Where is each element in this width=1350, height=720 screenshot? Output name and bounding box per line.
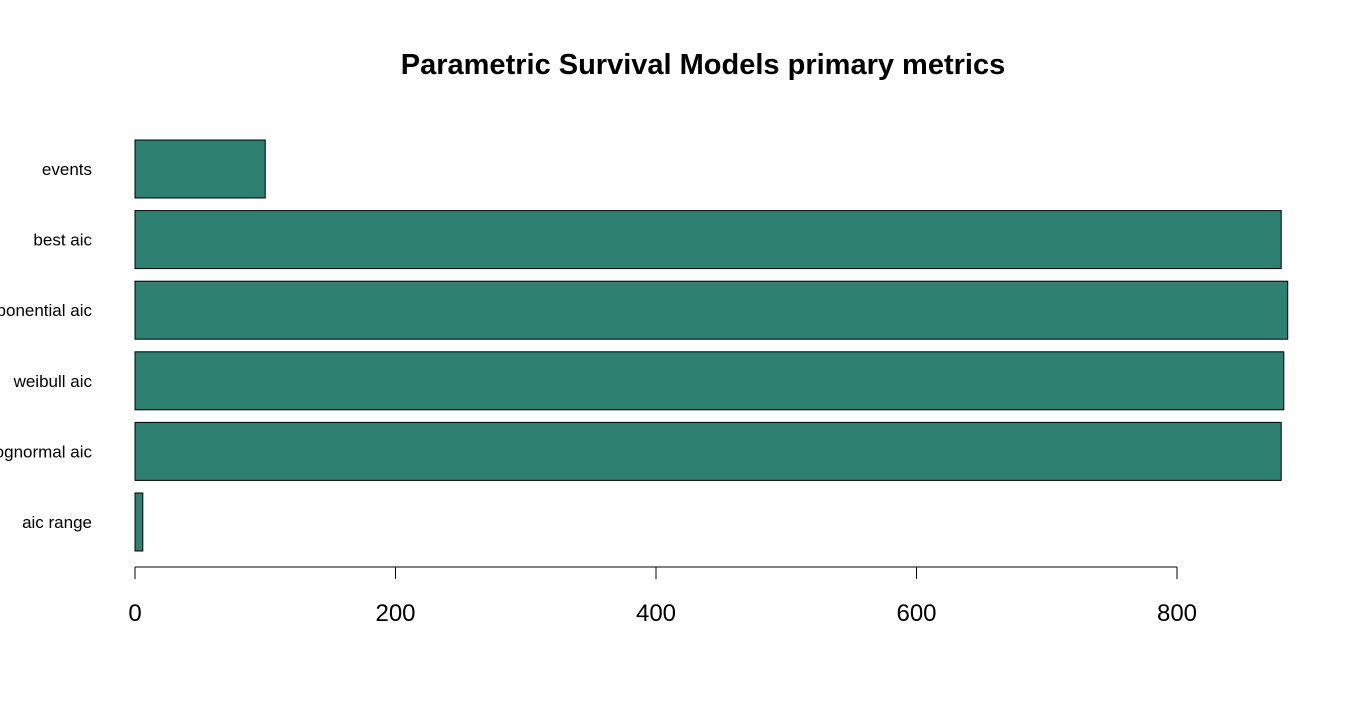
category-label-weibull-aic: weibull aic [13,372,93,391]
x-axis: 0 200 400 600 800 [128,566,1197,627]
x-tick-label-800: 800 [1157,600,1197,627]
category-label-best-aic: best aic [33,231,92,250]
bar-exponential-aic [134,280,1289,340]
x-tick-label-400: 400 [636,600,676,627]
bars-group [134,139,1289,552]
x-tick-label-200: 200 [375,600,415,627]
bar-lognormal-aic [134,421,1282,481]
bar-aic-range [134,492,144,552]
category-label-events: events [42,160,92,179]
category-label-lognormal-aic: lognormal aic [0,442,92,461]
bar-best-aic [134,210,1282,270]
category-label-aic-range: aic range [22,513,92,532]
category-labels-group: events best aic exponential aic weibull aic… [0,160,92,532]
chart-title: Parametric Survival Models primary metri… [401,49,1005,81]
bar-weibull-aic [134,351,1285,411]
x-tick-label-600: 600 [896,600,936,627]
x-tick-label-0: 0 [128,600,141,627]
bar-events [134,139,266,199]
category-label-exponential-aic: exponential aic [0,301,92,320]
